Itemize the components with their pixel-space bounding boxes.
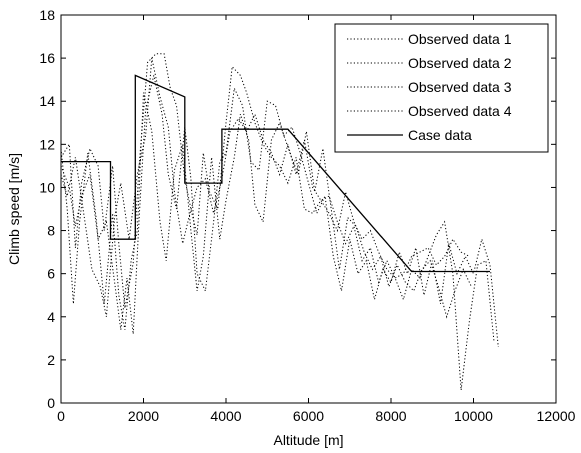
series-line-4	[60, 57, 495, 391]
y-axis-label: Climb speed [m/s]	[6, 153, 22, 265]
y-tick-label: 4	[47, 309, 55, 325]
legend-label-5: Case data	[408, 127, 472, 143]
series-line-1	[60, 53, 470, 309]
y-tick-label: 16	[39, 50, 55, 66]
x-tick-label: 12000	[537, 408, 576, 424]
x-tick-label: 0	[57, 408, 65, 424]
x-tick-label: 6000	[293, 408, 324, 424]
y-tick-label: 8	[47, 223, 55, 239]
x-tick-label: 10000	[454, 408, 493, 424]
y-tick-label: 12	[39, 136, 55, 152]
legend-label-4: Observed data 4	[408, 103, 512, 119]
y-tick-label: 6	[47, 266, 55, 282]
x-tick-label: 4000	[210, 408, 241, 424]
legend-label-1: Observed data 1	[408, 31, 512, 47]
y-tick-label: 10	[39, 179, 55, 195]
x-axis-label: Altitude [m]	[273, 432, 343, 448]
series-layer	[60, 53, 499, 391]
y-tick-label: 2	[47, 352, 55, 368]
x-tick-label: 8000	[375, 408, 406, 424]
legend-box	[334, 23, 549, 153]
y-tick-label: 18	[39, 7, 55, 23]
axis-ticks: 0 2000 4000 6000 8000 10000 12000 0 2 4 6 8 10 12 14 16…	[39, 7, 575, 424]
y-tick-label: 14	[39, 93, 55, 109]
x-tick-label: 2000	[128, 408, 159, 424]
series-line-3	[60, 75, 499, 348]
legend: Observed data 1 Observed data 2 Observed d…	[334, 23, 549, 153]
y-tick-label: 0	[47, 395, 55, 411]
legend-label-2: Observed data 2	[408, 55, 512, 71]
series-line-5	[61, 74, 490, 273]
legend-label-3: Observed data 3	[408, 79, 512, 95]
